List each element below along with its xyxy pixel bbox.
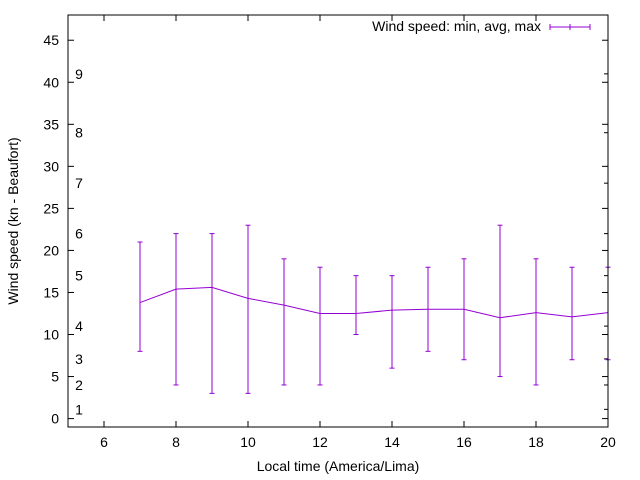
beaufort-label: 7 [75,175,83,191]
beaufort-label: 3 [75,351,83,367]
y-tick-label: 40 [43,74,59,90]
y-tick-label: 0 [51,411,59,427]
x-tick-label: 10 [240,434,256,450]
series-layer [137,224,611,394]
y-tick-label: 45 [43,32,59,48]
x-axis-label: Local time (America/Lima) [257,458,420,474]
beaufort-label: 8 [75,125,83,141]
x-tick-label: 14 [384,434,400,450]
y-tick-label: 30 [43,158,59,174]
beaufort-label: 9 [75,66,83,82]
y-tick-label: 35 [43,116,59,132]
y-tick-label: 10 [43,327,59,343]
x-tick-label: 6 [100,434,108,450]
y-tick-label: 5 [51,369,59,385]
beaufort-label: 5 [75,268,83,284]
legend: Wind speed: min, avg, max [372,18,591,34]
legend-entry-label: Wind speed: min, avg, max [372,18,541,34]
beaufort-label: 1 [75,401,83,417]
beaufort-label: 2 [75,377,83,393]
y-axis-label: Wind speed (kn - Beaufort) [5,137,21,304]
y-tick-label: 25 [43,200,59,216]
y-tick-label: 20 [43,242,59,258]
beaufort-label: 4 [75,318,83,334]
x-tick-label: 12 [312,434,328,450]
x-tick-label: 8 [172,434,180,450]
x-tick-label: 16 [456,434,472,450]
y-tick-label: 15 [43,284,59,300]
avg-series-line [139,286,609,319]
x-tick-label: 20 [600,434,616,450]
x-tick-label: 18 [528,434,544,450]
beaufort-label: 6 [75,226,83,242]
plot-frame [67,14,609,428]
beaufort-scale: 1 2 3 4 5 6 7 8 9 [75,66,608,417]
